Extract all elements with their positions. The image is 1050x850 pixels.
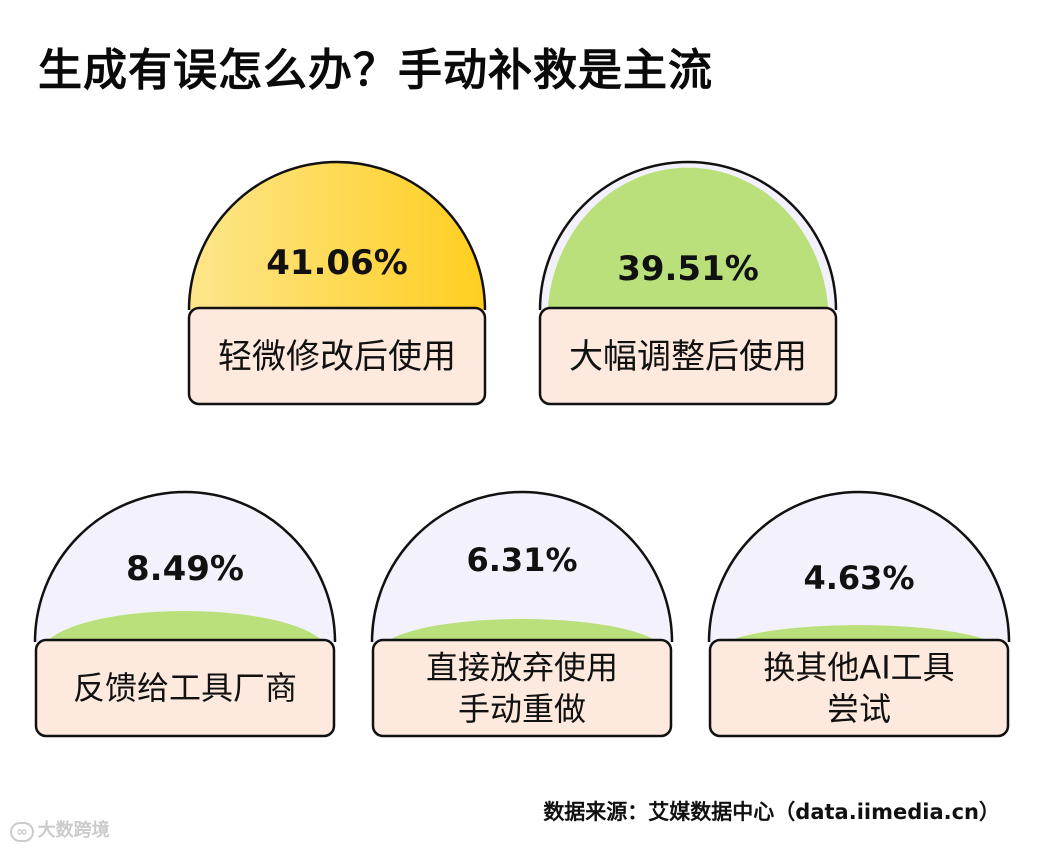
gauge-outline (187, 160, 487, 311)
gauge-outline (538, 160, 838, 311)
gauge-value: 41.06% (266, 243, 408, 283)
gauge-label: 轻微修改后使用 (218, 337, 456, 377)
gauge-label-box (187, 306, 487, 406)
gauge-background (709, 492, 1009, 642)
data-source: 数据来源：艾媒数据中心（data.iimedia.cn） (543, 800, 1000, 824)
gauge-outline (33, 490, 337, 643)
gauge-label: 手动重做 (458, 690, 586, 728)
gauge-fill (42, 610, 328, 642)
gauge-item: 41.06% 轻微修改后使用 (187, 160, 487, 406)
watermark-logo-icon: ∞ (10, 822, 34, 842)
gauge-label-box (538, 306, 838, 406)
gauge-label: 大幅调整后使用 (569, 337, 807, 377)
gauge-fill (547, 167, 829, 310)
gauge-value: 4.63% (803, 559, 914, 597)
gauge-label: 直接放弃使用 (426, 648, 618, 686)
gauge-item: 8.49% 反馈给工具厂商 (33, 490, 337, 738)
gauge-label: 反馈给工具厂商 (73, 669, 297, 707)
gauge-fill (716, 625, 1002, 642)
gauge-fill (379, 618, 665, 642)
gauge-value: 39.51% (617, 249, 759, 289)
gauge-outline (707, 490, 1011, 643)
gauge-label: 换其他AI工具 (763, 648, 954, 686)
gauge-value: 8.49% (126, 549, 244, 589)
gauge-fill (189, 162, 485, 310)
gauge-label-box (371, 638, 673, 738)
gauge-label: 尝试 (827, 690, 891, 728)
page-title: 生成有误怎么办？手动补救是主流 (38, 45, 713, 96)
gauge-value: 6.31% (466, 541, 577, 579)
gauge-outline (370, 490, 674, 643)
gauge-label-box (34, 638, 336, 738)
gauge-background (372, 492, 672, 642)
watermark-text: 大数跨境 (37, 820, 110, 841)
gauge-label-box (708, 638, 1010, 738)
gauge-item: 39.51% 大幅调整后使用 (538, 160, 838, 406)
gauge-background (35, 492, 335, 642)
watermark: ∞ 大数跨境 (10, 816, 110, 842)
